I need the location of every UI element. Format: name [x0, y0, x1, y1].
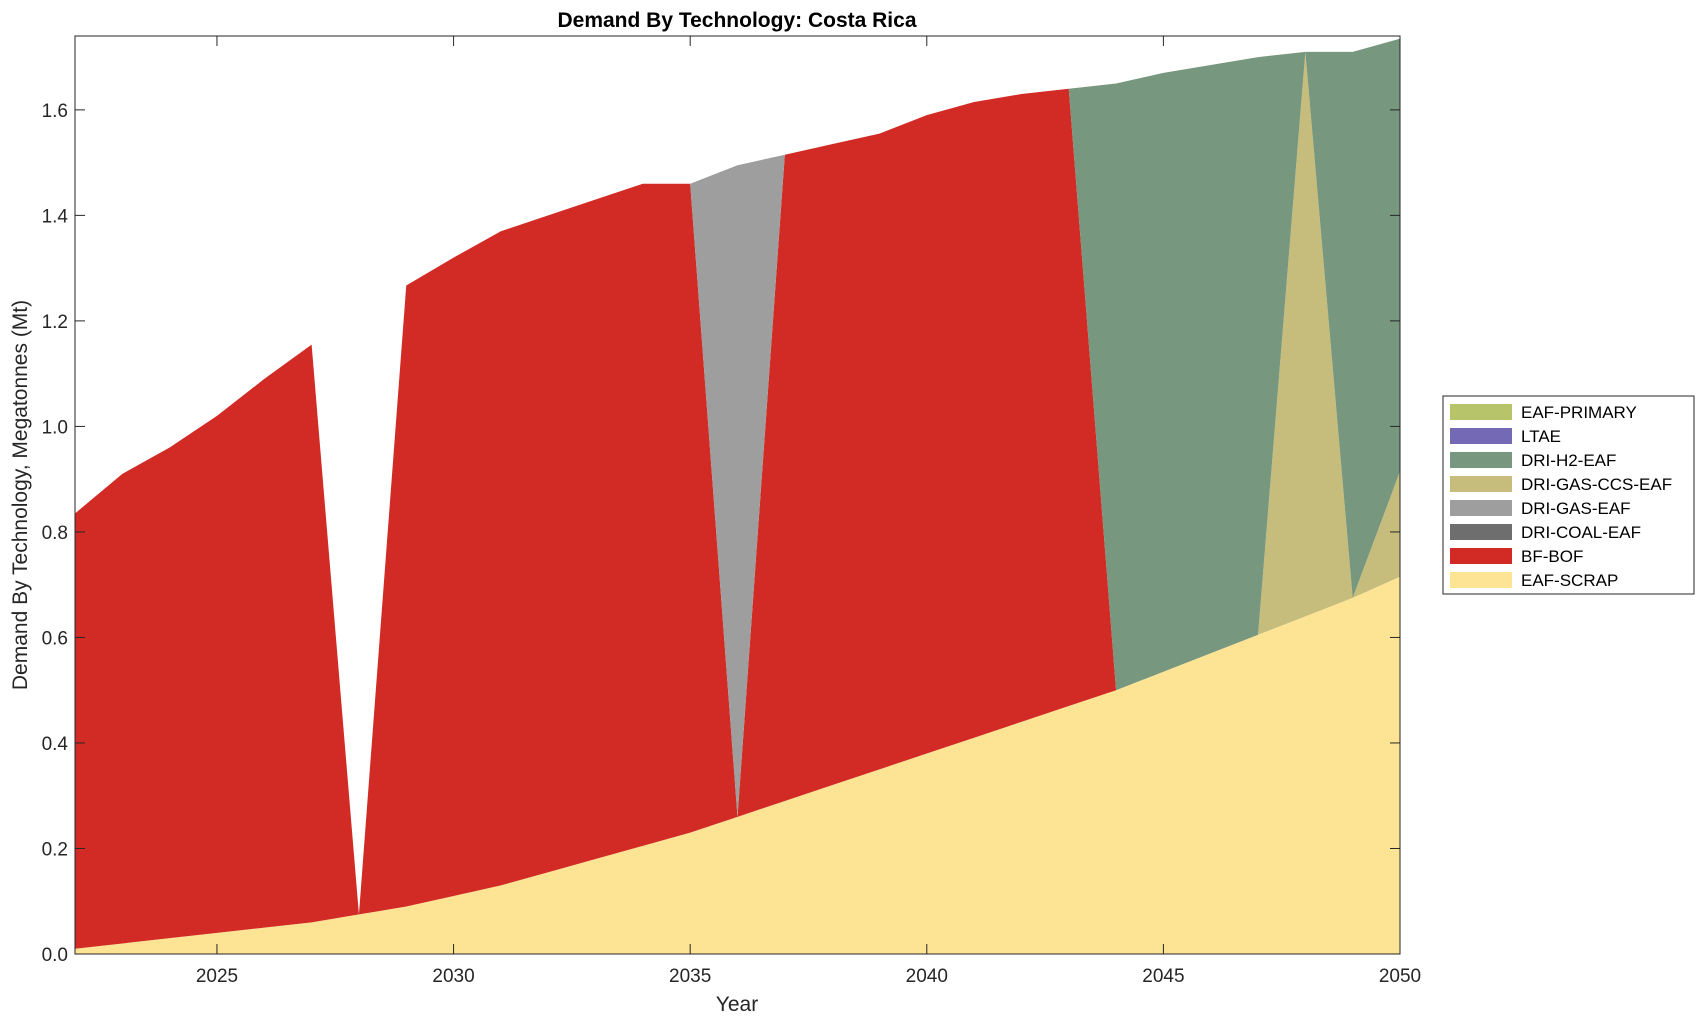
area-bf-bof [75, 88, 1400, 949]
legend-swatch-dri-gas-eaf [1450, 500, 1512, 516]
legend-swatch-eaf-scrap [1450, 572, 1512, 588]
plot-frame [74, 35, 1401, 955]
legend: EAF-PRIMARY LTAE DRI-H2-EAF DRI-GAS-CCS-EAF… [1442, 395, 1695, 595]
legend-label-dri-h2-eaf: DRI-H2-EAF [1521, 451, 1616, 470]
legend-label-dri-coal-eaf: DRI-COAL-EAF [1521, 523, 1641, 542]
chart-title: Demand By Technology: Costa Rica [557, 9, 916, 32]
legend-label-dri-gas-eaf: DRI-GAS-EAF [1521, 499, 1631, 518]
legend-swatch-bf-bof [1450, 548, 1512, 564]
y-tick-label: 1.0 [42, 417, 68, 438]
legend-swatch-ltae [1450, 428, 1512, 444]
legend-label-eaf-scrap: EAF-SCRAP [1521, 571, 1618, 590]
y-tick-label: 0.2 [42, 839, 68, 860]
x-tick-label: 2050 [1379, 966, 1421, 987]
area-layers [75, 38, 1400, 954]
y-tick-label: 0.8 [42, 523, 68, 544]
legend-label-ltae: LTAE [1521, 427, 1561, 446]
y-tick-label: 0.6 [42, 628, 68, 649]
x-tick-label: 2025 [196, 966, 238, 987]
x-tick-label: 2035 [669, 966, 711, 987]
legend-label-bf-bof: BF-BOF [1521, 547, 1583, 566]
legend-label-eaf-primary: EAF-PRIMARY [1521, 403, 1637, 422]
x-tick-label: 2045 [1142, 966, 1184, 987]
axis-ticks: 2025 2030 2035 2040 2045 2050 0.0 0.2 0.4 0.6 0.8 1… [42, 36, 1421, 987]
y-tick-label: 1.6 [42, 101, 68, 122]
legend-swatch-dri-gas-ccs-eaf [1450, 476, 1512, 492]
y-tick-label: 1.2 [42, 312, 68, 333]
legend-swatch-dri-coal-eaf [1450, 524, 1512, 540]
legend-swatch-dri-h2-eaf [1450, 452, 1512, 468]
legend-swatch-eaf-primary [1450, 404, 1512, 420]
y-tick-label: 1.4 [42, 206, 69, 227]
y-axis-label: Demand By Technology, Megatonnes (Mt) [9, 300, 32, 690]
area-dri-gas-eaf [75, 88, 1400, 915]
y-tick-label: 0.4 [42, 734, 69, 755]
legend-label-dri-gas-ccs-eaf: DRI-GAS-CCS-EAF [1521, 475, 1672, 494]
area-dri-h2-eaf [75, 38, 1400, 915]
area-eaf-scrap [75, 576, 1400, 954]
x-tick-label: 2030 [432, 966, 474, 987]
y-tick-label: 0.0 [42, 945, 68, 966]
x-axis-label: Year [716, 993, 758, 1016]
x-tick-label: 2040 [906, 966, 948, 987]
